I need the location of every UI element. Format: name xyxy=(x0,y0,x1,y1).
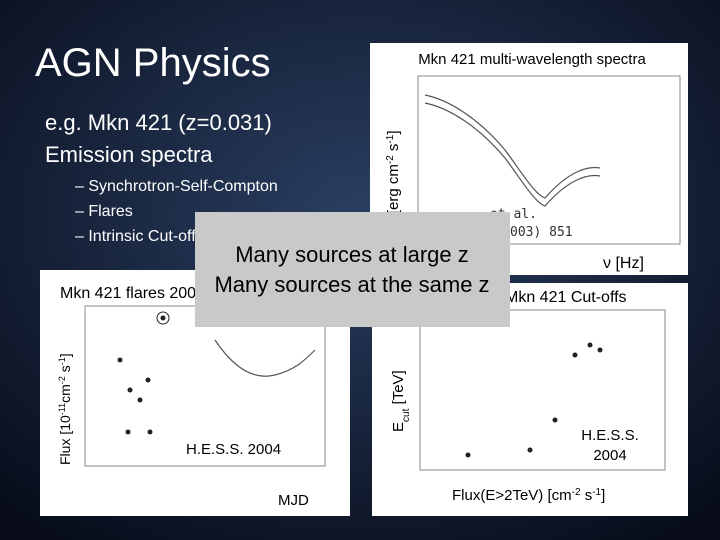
panel-title: Mkn 421 Cut-offs xyxy=(505,289,627,306)
intro: e.g. Mkn 421 (z=0.031) xyxy=(45,110,272,135)
overlay: Many sources at large z Many sources at … xyxy=(195,212,510,327)
intro: Emission spectra xyxy=(45,142,213,167)
overlay-text: Many sources at large z xyxy=(235,242,469,267)
y-axis-label: Ecut [TeV] xyxy=(390,370,412,432)
x-axis-label: Flux(E>2TeV) [cm-2 s-1] xyxy=(452,487,605,505)
panel-title: Mkn 421 flares 2004 xyxy=(60,285,205,302)
title: AGN Physics xyxy=(35,41,271,85)
x-axis-label: ν [Hz] xyxy=(603,255,644,272)
note: 2004 xyxy=(593,447,626,464)
overlay-text: Many sources at the same z xyxy=(214,272,489,297)
y-axis-label: Flux [10-11cm-2 s-1] xyxy=(57,353,73,465)
reference: 003) 851 xyxy=(510,225,573,240)
bullet: – Flares xyxy=(75,203,133,220)
note: H.E.S.S. xyxy=(581,427,639,444)
note: H.E.S.S. 2004 xyxy=(186,441,281,458)
x-axis-label: MJD xyxy=(278,492,309,509)
panel-title: Mkn 421 multi-wavelength spectra xyxy=(418,51,646,68)
bullet: – Intrinsic Cut-offs xyxy=(75,228,204,245)
bullet: – Synchrotron-Self-Compton xyxy=(75,178,278,195)
